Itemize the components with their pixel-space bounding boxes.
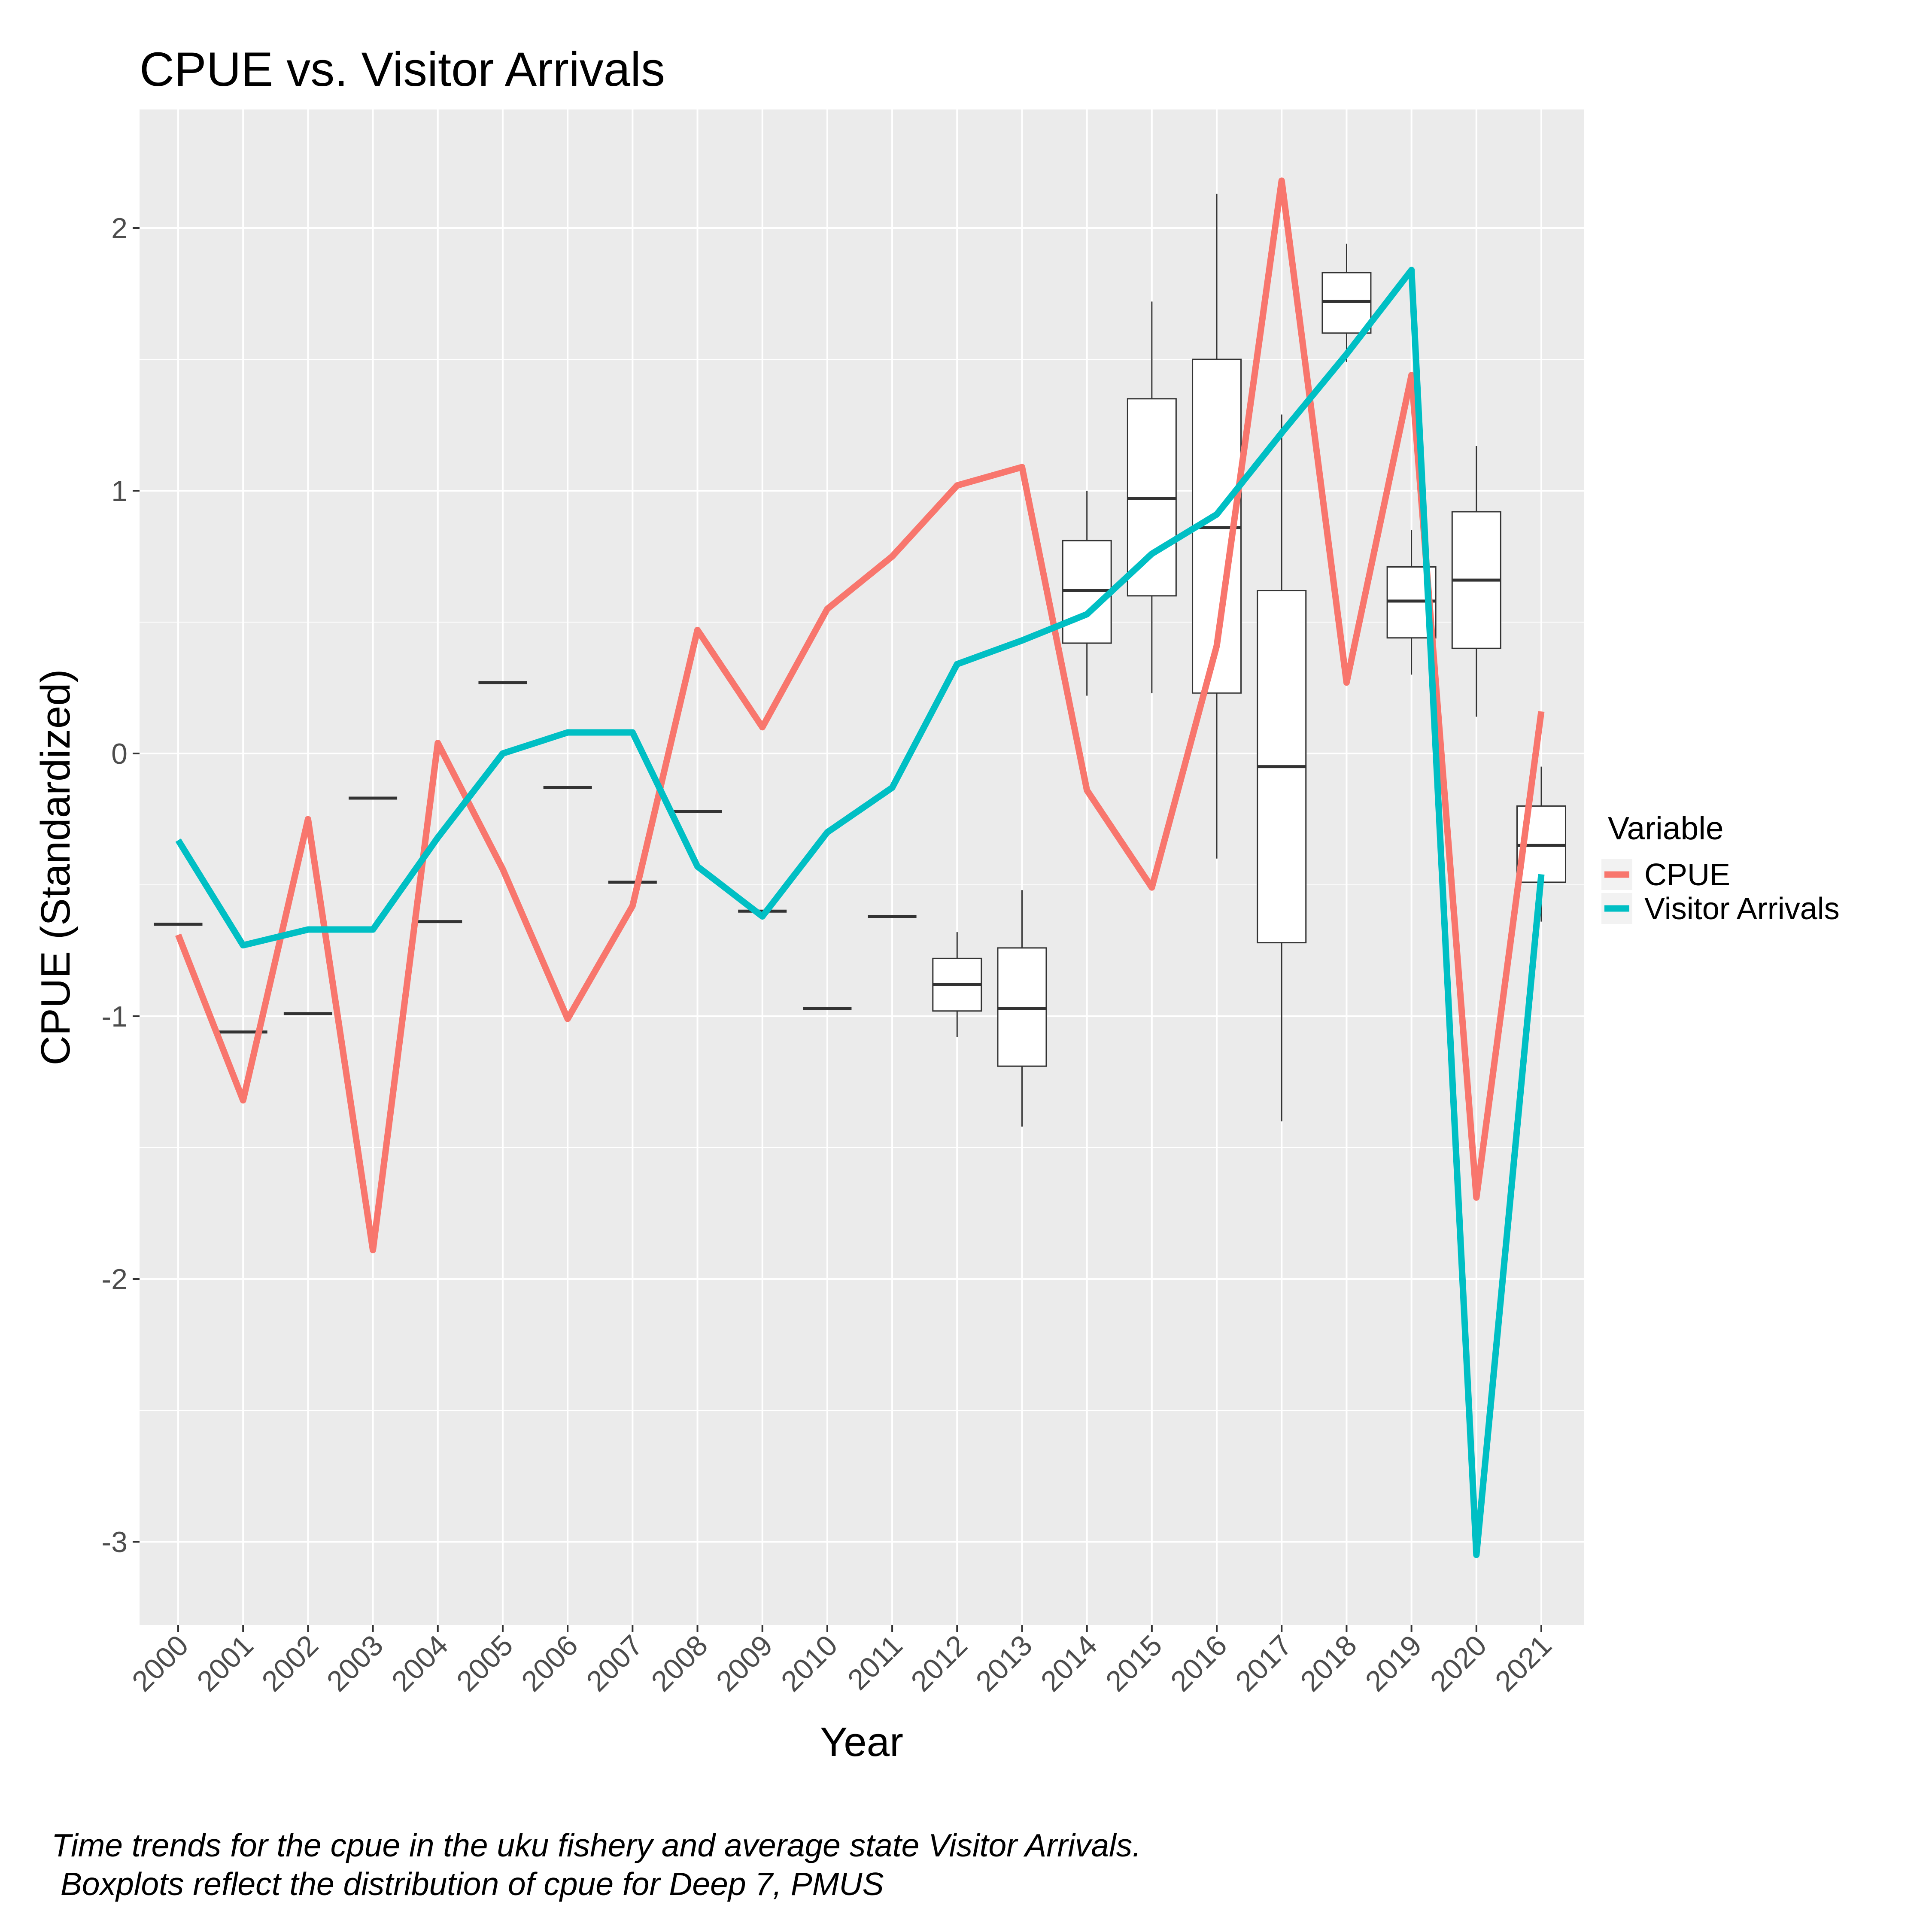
x-tick-label: 2010: [775, 1629, 844, 1698]
x-tick-label: 2013: [969, 1629, 1039, 1698]
y-tick-label: 0: [111, 738, 128, 770]
y-tick-label: 2: [111, 212, 128, 245]
boxplot-2012: [932, 932, 982, 1037]
series-line-visitor-arrivals: [175, 267, 1545, 1558]
x-tick-label: 2015: [1100, 1629, 1169, 1698]
boxplot-2015: [1127, 301, 1177, 693]
y-tick-label: -1: [102, 1000, 128, 1033]
boxplot-2020: [1451, 446, 1501, 717]
x-tick-label: 2017: [1229, 1629, 1298, 1698]
grid: [140, 109, 1584, 1625]
y-tick-label: -3: [102, 1526, 128, 1558]
x-tick-label: 2003: [320, 1629, 389, 1698]
x-tick-label: 2019: [1359, 1629, 1428, 1698]
caption-line-1: Time trends for the cpue in the uku fish…: [52, 1827, 1142, 1863]
x-tick-label: 2000: [126, 1629, 195, 1698]
x-tick-label: 2004: [386, 1629, 455, 1698]
plot-background: [140, 109, 1584, 1625]
y-axis-title: CPUE (Standardized): [33, 669, 79, 1065]
x-tick-label: 2001: [191, 1629, 260, 1698]
x-tick-label: 2020: [1424, 1629, 1493, 1698]
x-tick-label: 2014: [1035, 1629, 1104, 1698]
chart-title: CPUE vs. Visitor Arrivals: [140, 43, 665, 96]
x-axis-title: Year: [820, 1719, 903, 1765]
legend-label: CPUE: [1644, 858, 1730, 892]
caption-line-2: Boxplots reflect the distribution of cpu…: [52, 1866, 884, 1902]
x-tick-label: 2005: [450, 1629, 519, 1698]
legend-label: Visitor Arrivals: [1644, 892, 1840, 926]
y-tick-label: 1: [111, 475, 128, 507]
series-line-cpue: [175, 177, 1545, 1254]
legend-title: Variable: [1608, 810, 1724, 846]
y-tick-label: -2: [102, 1263, 128, 1296]
boxplot-2014: [1062, 491, 1112, 696]
x-tick-label: 2016: [1164, 1629, 1233, 1698]
boxplot-2017: [1257, 414, 1307, 1121]
boxplot-2013: [997, 890, 1047, 1127]
series-lines: [175, 177, 1545, 1558]
boxplot-2018: [1321, 243, 1372, 362]
x-tick-label: 2008: [645, 1629, 714, 1698]
x-tick-label: 2002: [255, 1629, 325, 1698]
x-tick-label: 2012: [905, 1629, 974, 1698]
x-tick-label: 2007: [580, 1629, 649, 1698]
x-tick-label: 2011: [841, 1629, 909, 1696]
x-tick-label: 2006: [515, 1629, 584, 1698]
x-tick-label: 2018: [1294, 1629, 1363, 1698]
x-tick-label: 2021: [1489, 1629, 1558, 1698]
x-tick-label: 2009: [710, 1629, 779, 1698]
